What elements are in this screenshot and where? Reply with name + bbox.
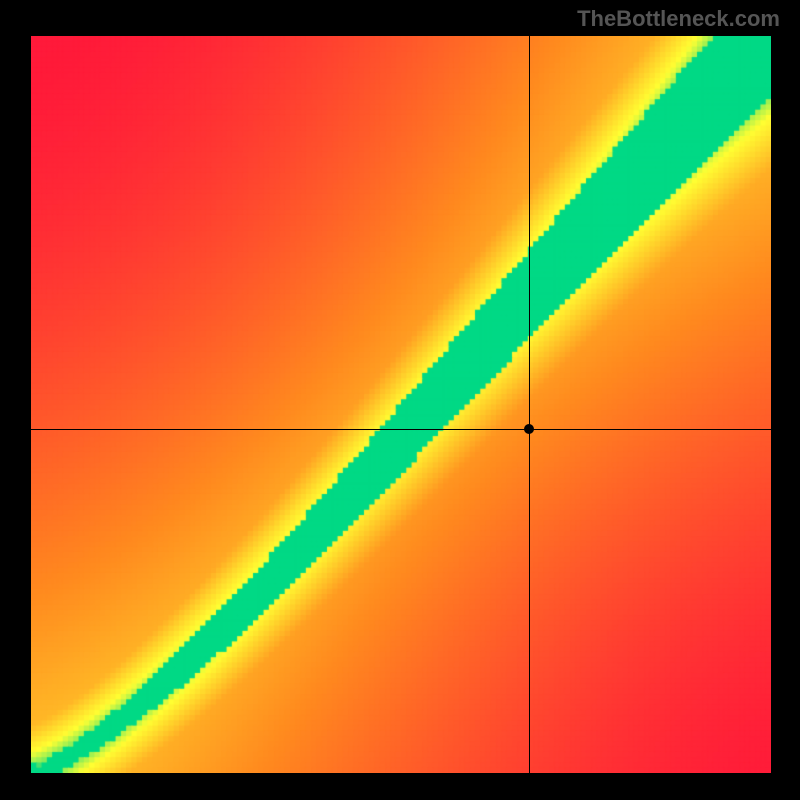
crosshair-vertical — [529, 36, 530, 773]
chart-area — [31, 36, 771, 773]
crosshair-horizontal — [31, 429, 771, 430]
watermark-text: TheBottleneck.com — [577, 6, 780, 32]
heatmap-canvas — [31, 36, 771, 773]
crosshair-marker — [524, 424, 534, 434]
